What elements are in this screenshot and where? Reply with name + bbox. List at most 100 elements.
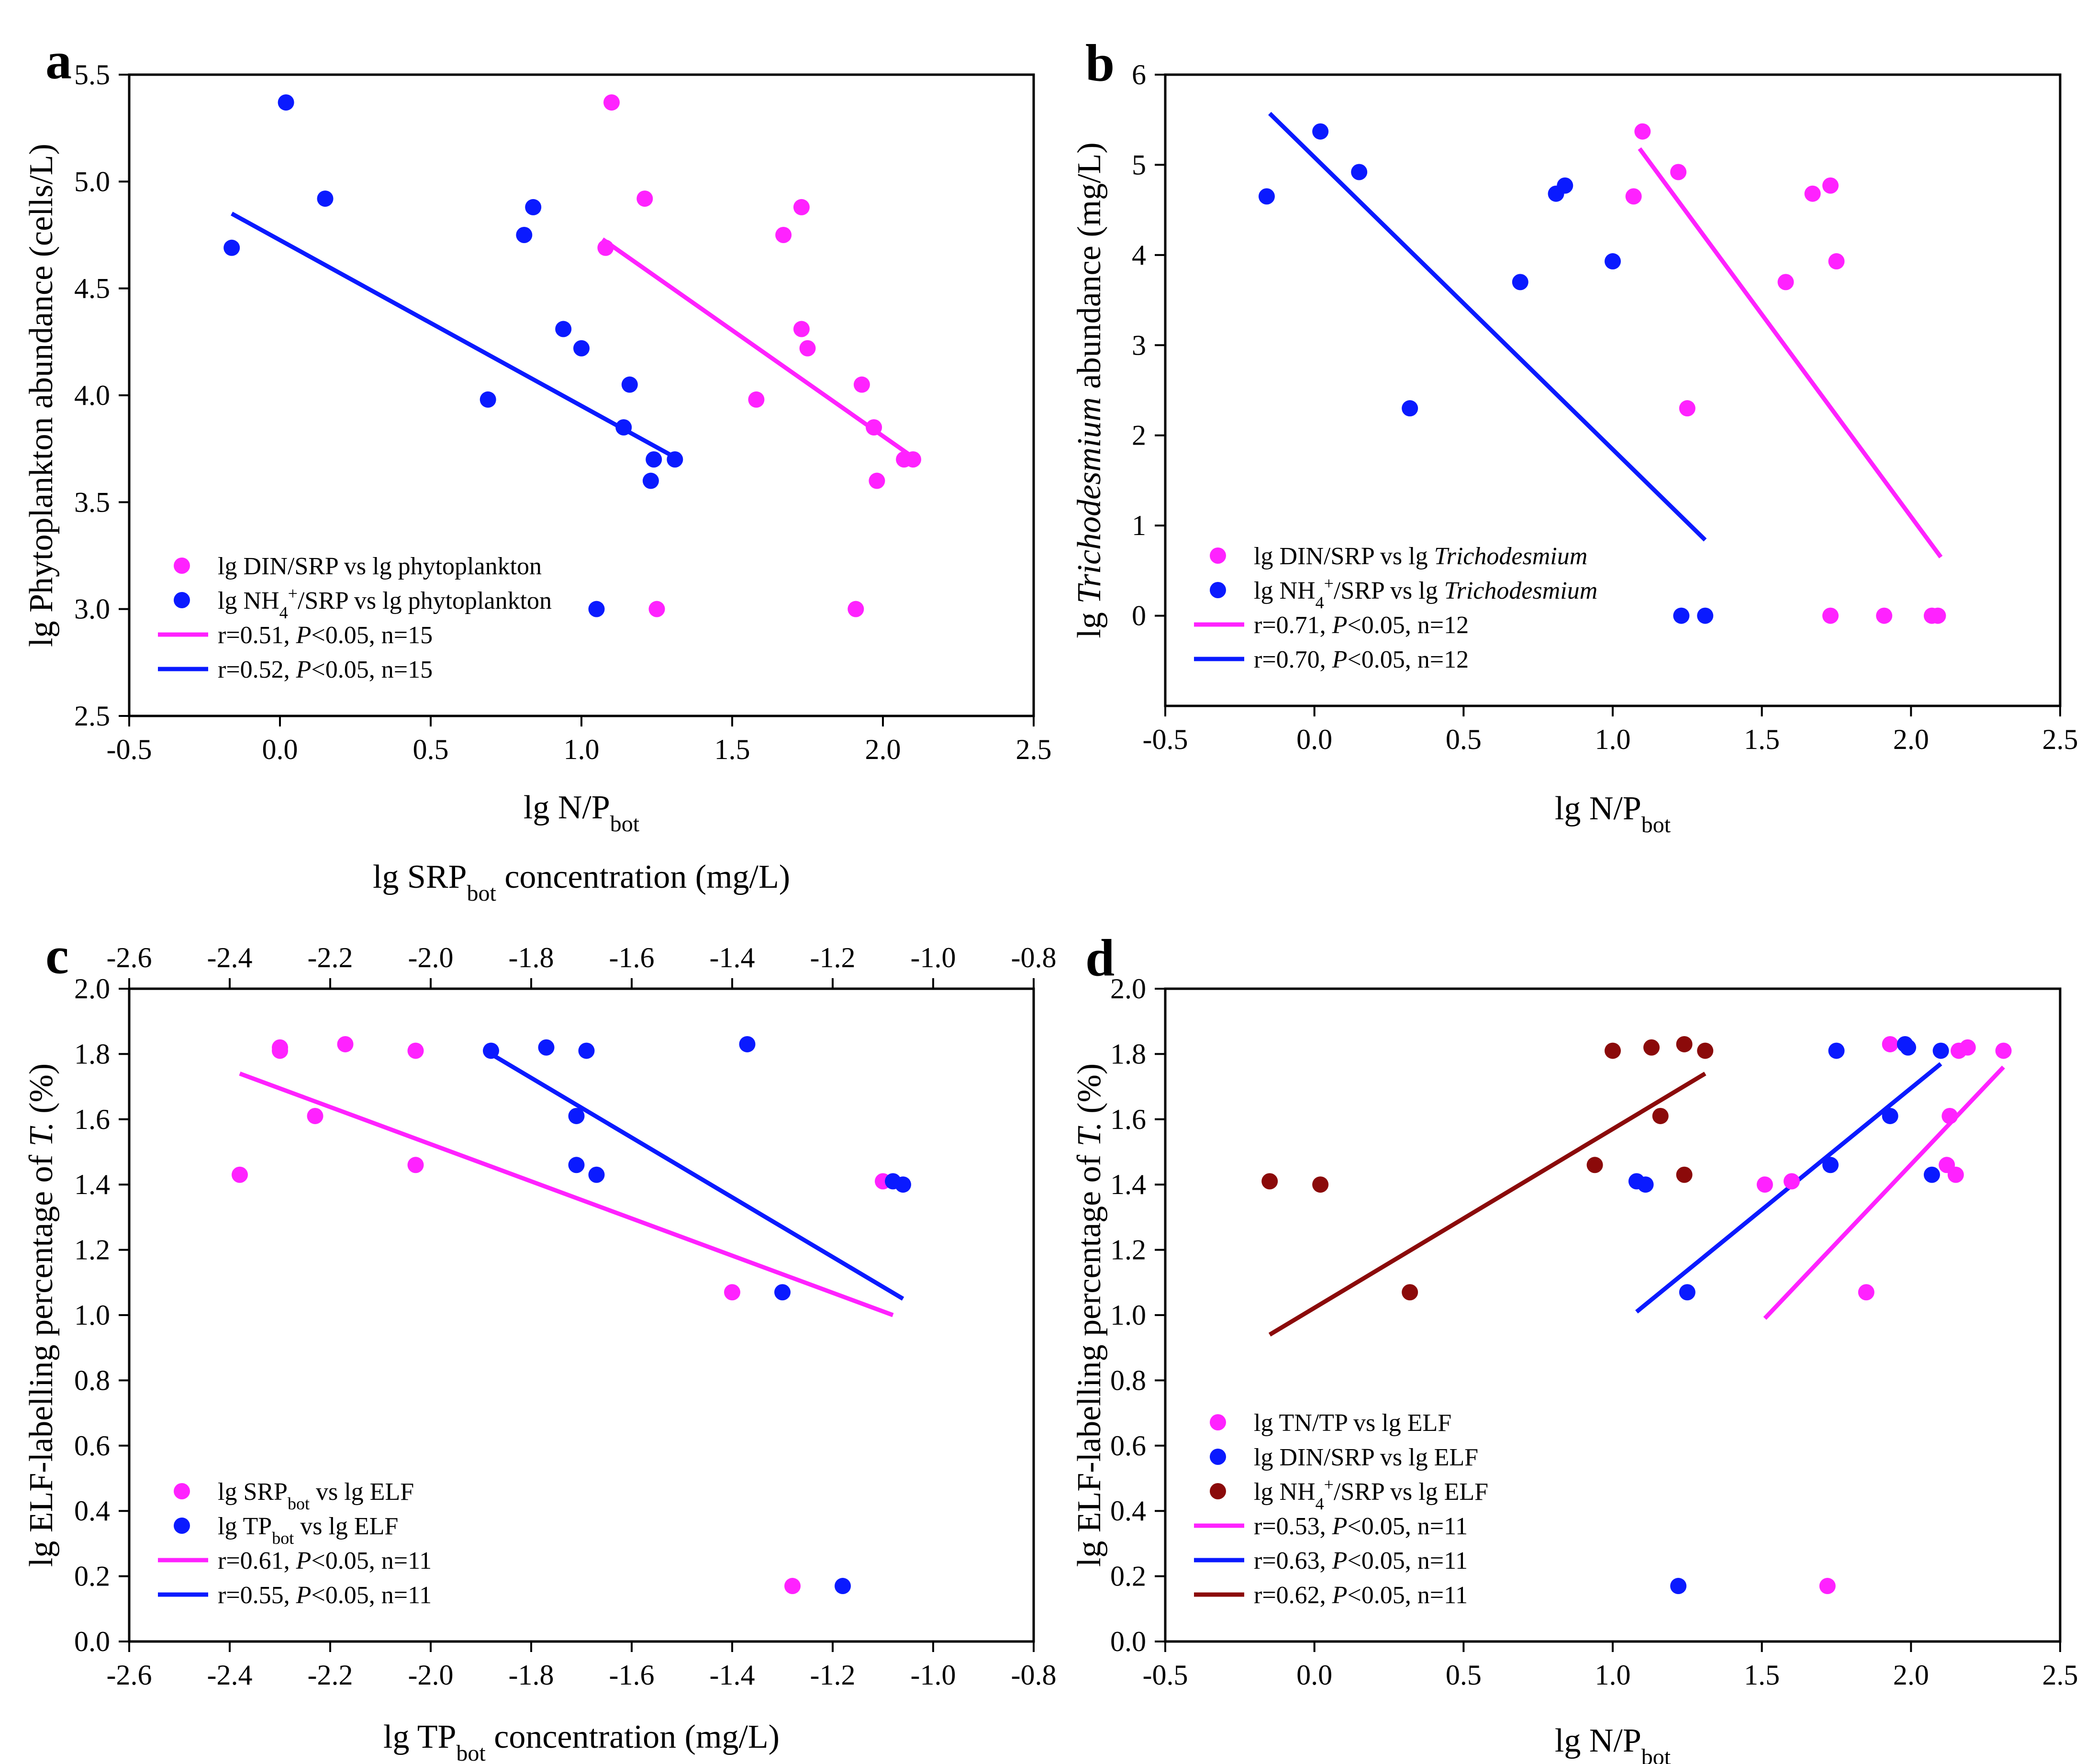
data-point-blue — [555, 321, 572, 337]
legend-marker-magenta — [1210, 1414, 1226, 1430]
panel-letter: b — [1085, 33, 1115, 92]
fit-line-blue — [1268, 112, 1707, 542]
data-point-magenta — [799, 340, 816, 357]
y-tick-label: 3.5 — [74, 486, 110, 518]
data-point-darkred — [1261, 1173, 1278, 1190]
x-tick-label: -2.0 — [408, 1659, 454, 1691]
y-tick-label: 0.2 — [74, 1561, 110, 1592]
top-x-tick-label: -2.2 — [308, 942, 353, 973]
data-point-darkred — [1586, 1157, 1603, 1173]
data-point-darkred — [1605, 1042, 1621, 1059]
x-tick-label: 1.5 — [714, 734, 750, 765]
x-tick-label: 2.5 — [1016, 734, 1052, 765]
legend-fit-stats: r=0.52, P<0.05, n=15 — [218, 656, 433, 683]
panel-b: b -0.5 0.0 0.5 1.0 1.5 2.0 2.5 0 1 2 3 4 5 6 lg N/Pbot l… — [1071, 33, 2078, 837]
y-tick-label: 2.0 — [74, 973, 110, 1005]
x-tick-label: -1.6 — [609, 1659, 655, 1691]
panel-d: d-0.5 0.0 0.5 1.0 1.5 2.0 2.50.00.20.40.60.81.… — [1071, 928, 2078, 1764]
top-x-tick-label: -1.2 — [810, 942, 856, 973]
data-point-magenta — [793, 199, 810, 215]
plot-frame — [128, 73, 1035, 717]
y-tick-label: 1 — [1132, 510, 1146, 541]
data-point-magenta — [1876, 607, 1893, 624]
y-tick-label: 4 — [1132, 239, 1146, 271]
legend-entry: lg DIN/SRP vs lg ELF — [1254, 1444, 1478, 1471]
data-point-magenta — [603, 94, 620, 111]
data-point-magenta — [407, 1042, 424, 1059]
data-point-darkred — [1652, 1107, 1669, 1124]
legend-entry: lg NH4+/SRP vs lg phytoplankton — [218, 584, 552, 622]
data-point-blue — [538, 1039, 555, 1056]
y-tick-label: 1.0 — [1110, 1299, 1146, 1331]
legend-marker-blue — [1210, 1449, 1226, 1465]
legend-entry: lg SRPbot vs lg ELF — [218, 1478, 414, 1513]
top-x-tick-label: -2.4 — [207, 942, 253, 973]
y-tick-label: 1.6 — [1110, 1104, 1146, 1135]
data-point-blue — [578, 1042, 595, 1059]
y-tick-label: 1.2 — [1110, 1234, 1146, 1266]
x-tick-label: 0.5 — [413, 734, 449, 765]
x-tick-label: -0.8 — [1011, 1659, 1057, 1691]
legend-entry: lg NH4+/SRP vs lg Trichodesmium — [1254, 574, 1597, 612]
y-axis-label: lg Phytoplankton abundance (cells/L) — [23, 144, 60, 647]
y-axis-label: lg Trichodesmium abundance (mg/L) — [1071, 142, 1108, 638]
data-point-blue — [516, 227, 533, 243]
data-point-blue — [278, 94, 294, 111]
data-point-magenta — [1959, 1039, 1976, 1056]
y-tick-label: 0.6 — [74, 1430, 110, 1462]
panel-c: c -2.6 -2.6 -2.4 -2.4 -2.2 -2.2 -2.0 -2.0 -1.8 -1.… — [23, 859, 1057, 1764]
data-point-darkred — [1312, 1176, 1329, 1193]
y-tick-label: 4.0 — [74, 380, 110, 411]
data-point-blue — [1402, 400, 1418, 417]
y-tick-label: 0.0 — [74, 1626, 110, 1657]
y-tick-label: 0.0 — [1110, 1626, 1146, 1657]
data-point-magenta — [272, 1042, 288, 1059]
y-tick-label: 0.8 — [74, 1364, 110, 1396]
x-tick-label: 2.0 — [1893, 1659, 1929, 1691]
y-tick-label: 5.0 — [74, 166, 110, 197]
data-point-magenta — [1822, 607, 1839, 624]
data-point-magenta — [1882, 1036, 1898, 1052]
data-point-magenta — [1822, 177, 1839, 194]
data-point-darkred — [1676, 1166, 1693, 1183]
data-point-magenta — [793, 321, 810, 337]
x-tick-label: -0.5 — [107, 734, 152, 765]
data-point-blue — [483, 1042, 499, 1059]
legend-entry: lg DIN/SRP vs lg Trichodesmium — [1254, 543, 1587, 570]
y-tick-label: 0.6 — [1110, 1430, 1146, 1462]
data-point-magenta — [905, 451, 921, 468]
data-point-blue — [667, 451, 683, 468]
y-axis-label: lg ELF-labelling percentage of T. (%) — [1071, 1063, 1108, 1567]
data-point-blue — [774, 1284, 791, 1301]
data-point-magenta — [1947, 1166, 1964, 1183]
legend-fit-stats: r=0.70, P<0.05, n=12 — [1254, 646, 1469, 673]
legend-marker-blue — [174, 592, 190, 608]
x-tick-label: -1.8 — [509, 1659, 554, 1691]
data-point-magenta — [232, 1166, 248, 1183]
data-point-magenta — [1941, 1107, 1958, 1124]
x-axis-label: lg TPbot concentration (mg/L) — [383, 1719, 780, 1764]
data-point-blue — [1900, 1039, 1917, 1056]
y-tick-label: 0.2 — [1110, 1561, 1146, 1592]
y-axis-label: lg ELF-labelling percentage of T. (%) — [23, 1063, 60, 1567]
x-tick-label: 1.0 — [564, 734, 600, 765]
y-tick-label: 0.8 — [1110, 1364, 1146, 1396]
legend-fit-stats: r=0.71, P<0.05, n=12 — [1254, 612, 1469, 639]
y-tick-label: 1.8 — [1110, 1038, 1146, 1070]
data-point-blue — [573, 340, 590, 357]
y-tick-label: 0.4 — [74, 1495, 110, 1527]
data-point-magenta — [1670, 164, 1687, 180]
fit-line-blue — [490, 1052, 904, 1301]
data-point-blue — [642, 472, 659, 489]
top-x-tick-label: -1.8 — [509, 942, 554, 973]
legend-entry: lg TN/TP vs lg ELF — [1254, 1409, 1451, 1437]
x-tick-label: 1.0 — [1595, 724, 1631, 755]
y-tick-label: 1.0 — [74, 1299, 110, 1331]
y-tick-label: 0.4 — [1110, 1495, 1146, 1527]
legend-marker-blue — [174, 1518, 190, 1534]
data-point-blue — [317, 190, 334, 207]
panel-letter: a — [45, 31, 72, 89]
data-point-blue — [525, 199, 542, 215]
y-tick-label: 1.4 — [74, 1169, 110, 1200]
